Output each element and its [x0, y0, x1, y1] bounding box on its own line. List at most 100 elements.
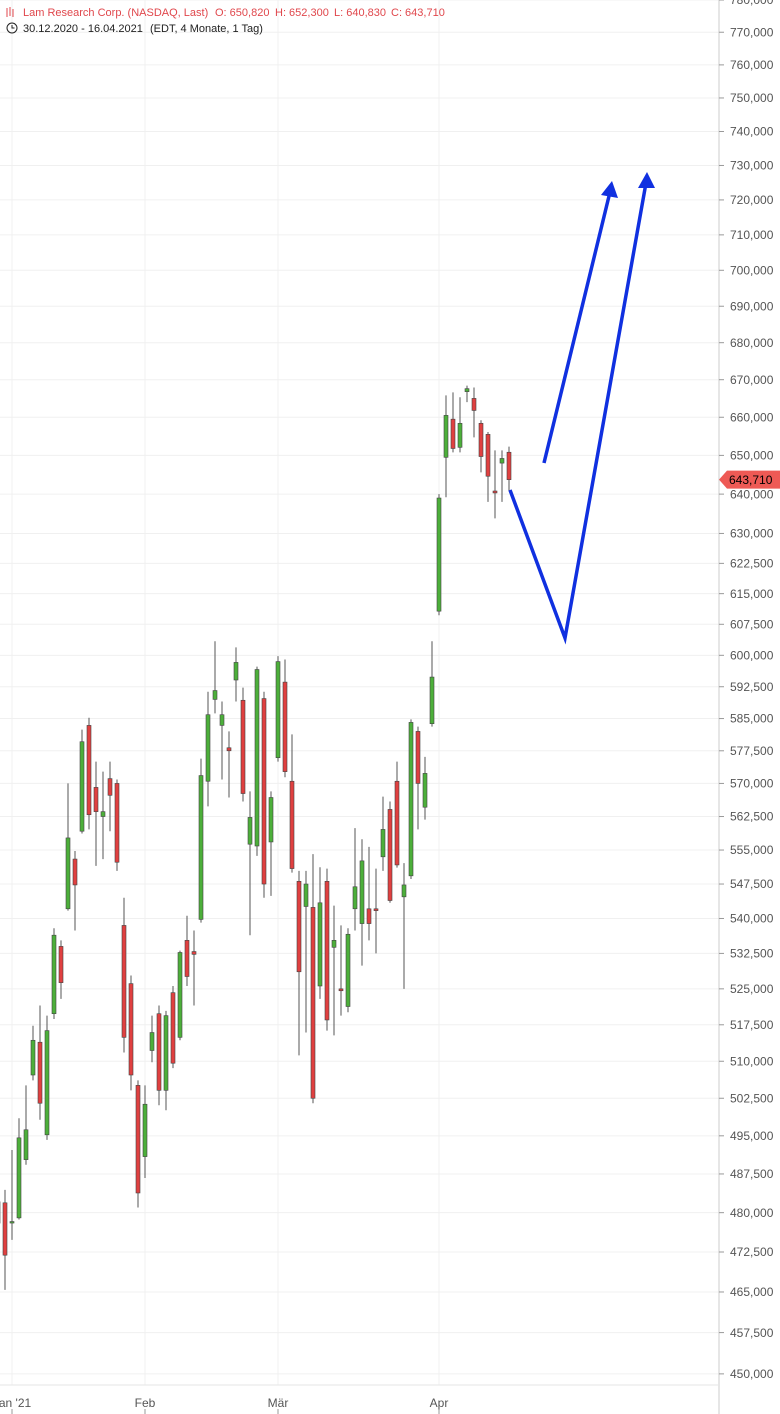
candle-body	[471, 398, 477, 411]
y-tick-label: 480,000	[730, 1206, 774, 1220]
candle-body	[359, 860, 365, 924]
candle-body	[121, 925, 127, 1038]
candle-body	[443, 415, 449, 458]
ohlc-label: H: 652,300	[275, 7, 329, 19]
drawn-arrows	[508, 182, 648, 645]
candle-body	[317, 902, 323, 987]
y-tick-label: 690,000	[730, 299, 774, 313]
candle-body	[401, 884, 407, 898]
candle-body	[65, 837, 71, 910]
last-price-tag: 643,710	[719, 470, 780, 489]
grid	[0, 0, 719, 1385]
ohlc-label: O: 650,820	[215, 7, 269, 19]
ohlc-label: C: 643,710	[391, 7, 445, 19]
chart-icon	[6, 7, 14, 17]
arrow-head	[638, 172, 655, 188]
candle-body	[331, 940, 337, 948]
last-price-label: 643,710	[729, 473, 773, 487]
candle-body	[9, 1221, 15, 1224]
candle-body	[226, 747, 232, 752]
x-tick-label: Mär	[268, 1396, 289, 1410]
candle-body	[142, 1103, 148, 1157]
candle-body	[44, 1030, 50, 1136]
candle-body	[100, 811, 106, 817]
y-tick-label: 750,000	[730, 91, 774, 105]
y-tick-label: 502,500	[730, 1091, 774, 1105]
candle-body	[219, 714, 225, 726]
candle-body	[464, 388, 470, 392]
candle-body	[128, 983, 134, 1076]
y-tick-label: 547,500	[730, 877, 774, 891]
candle-body	[30, 1039, 36, 1076]
candle-body	[268, 797, 274, 843]
y-tick-label: 555,000	[730, 843, 774, 857]
y-tick-label: 577,500	[730, 744, 774, 758]
y-tick-label: 640,000	[730, 487, 774, 501]
candle-body	[163, 1015, 169, 1091]
candle-body	[212, 690, 218, 700]
candle-body	[79, 741, 85, 832]
y-tick-label: 472,500	[730, 1245, 774, 1259]
x-tick-label: Apr	[430, 1396, 449, 1410]
header: Lam Research Corp. (NASDAQ, Last) O: 650…	[6, 7, 445, 35]
candle-body	[380, 829, 386, 858]
y-tick-label: 760,000	[730, 58, 774, 72]
candle-body	[478, 423, 484, 457]
x-tick-label: Feb	[135, 1396, 156, 1410]
range-note: (EDT, 4 Monate, 1 Tag)	[150, 23, 263, 35]
clock-icon	[6, 22, 18, 34]
candle-body	[37, 1041, 43, 1104]
y-tick-label: 585,000	[730, 712, 774, 726]
y-tick-label: 495,000	[730, 1129, 774, 1143]
candle-body	[205, 714, 211, 782]
candle-body	[457, 423, 463, 448]
y-tick-label: 607,500	[730, 617, 774, 631]
candle-body	[170, 992, 176, 1064]
y-tick-label: 670,000	[730, 373, 774, 387]
y-tick-label: 680,000	[730, 336, 774, 350]
candle-body	[387, 809, 393, 901]
candle-body	[366, 908, 372, 924]
y-tick-label: 592,500	[730, 680, 774, 694]
candle-body	[149, 1032, 155, 1051]
y-tick-label: 562,500	[730, 810, 774, 824]
candle-body	[436, 497, 442, 612]
candle-body	[233, 662, 239, 681]
candle-body	[72, 858, 78, 886]
arrow-line	[508, 182, 648, 645]
candle-body	[282, 681, 288, 772]
y-tick-label: 650,000	[730, 449, 774, 463]
candle-body	[240, 699, 246, 794]
y-tick-label: 525,000	[730, 982, 774, 996]
candle-body	[156, 1013, 162, 1091]
candle-body	[345, 933, 351, 1007]
y-tick-label: 517,500	[730, 1018, 774, 1032]
candle-body	[450, 418, 456, 449]
y-tick-label: 660,000	[730, 410, 774, 424]
y-tick-label: 615,000	[730, 587, 774, 601]
y-tick-label: 710,000	[730, 228, 774, 242]
candle-body	[93, 787, 99, 812]
candle-body	[2, 1202, 8, 1256]
candle-body	[86, 725, 92, 816]
chart-title: Lam Research Corp. (NASDAQ, Last)	[23, 7, 208, 19]
candle-body	[247, 817, 253, 845]
candle-body	[184, 940, 190, 977]
candle-body	[485, 434, 491, 477]
x-tick-label: Jan '21	[0, 1396, 31, 1410]
candle-body	[373, 908, 379, 911]
candle-body	[506, 451, 512, 480]
candle-body	[114, 783, 120, 863]
candle-body	[23, 1129, 29, 1160]
arrow-line	[542, 191, 612, 464]
y-tick-label: 465,000	[730, 1285, 774, 1299]
candle-body	[499, 458, 505, 464]
arrow-head	[601, 181, 618, 198]
y-tick-label: 540,000	[730, 912, 774, 926]
candle-body	[394, 780, 400, 866]
y-tick-label: 780,000	[730, 0, 774, 7]
y-tick-label: 570,000	[730, 777, 774, 791]
candle-body	[289, 780, 295, 869]
candle-body	[58, 946, 64, 983]
